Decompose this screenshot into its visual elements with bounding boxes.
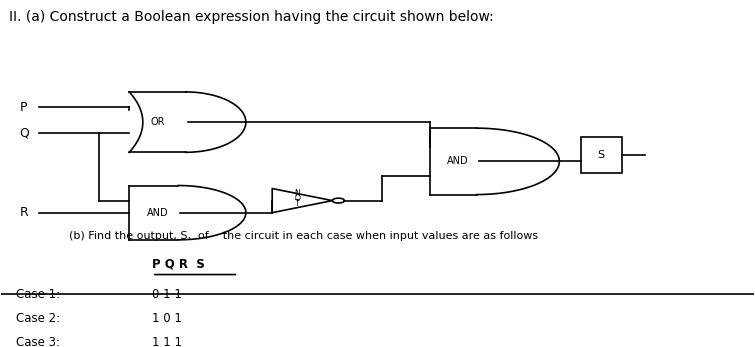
Text: 0 1 1: 0 1 1 — [152, 288, 182, 301]
Text: AND: AND — [147, 208, 168, 218]
Text: R: R — [20, 206, 29, 219]
Text: Case 1:: Case 1: — [17, 288, 60, 301]
FancyBboxPatch shape — [581, 137, 622, 174]
Text: 1 1 1: 1 1 1 — [152, 337, 182, 347]
Text: Q: Q — [19, 127, 29, 139]
Text: 1 0 1: 1 0 1 — [152, 312, 182, 325]
Text: OR: OR — [150, 117, 165, 127]
Text: II. (a) Construct a Boolean expression having the circuit shown below:: II. (a) Construct a Boolean expression h… — [9, 10, 494, 24]
Text: Case 2:: Case 2: — [17, 312, 60, 325]
Text: P Q R  S: P Q R S — [152, 258, 205, 271]
Text: Case 3:: Case 3: — [17, 337, 60, 347]
Text: (b) Find the output, S,  of    the circuit in each case when input values are as: (b) Find the output, S, of the circuit i… — [69, 231, 538, 241]
Text: S: S — [598, 150, 605, 160]
Text: T: T — [295, 200, 300, 209]
Text: AND: AND — [446, 156, 468, 166]
Text: N: N — [294, 188, 300, 197]
Text: O: O — [294, 194, 300, 203]
Text: P: P — [20, 101, 28, 113]
